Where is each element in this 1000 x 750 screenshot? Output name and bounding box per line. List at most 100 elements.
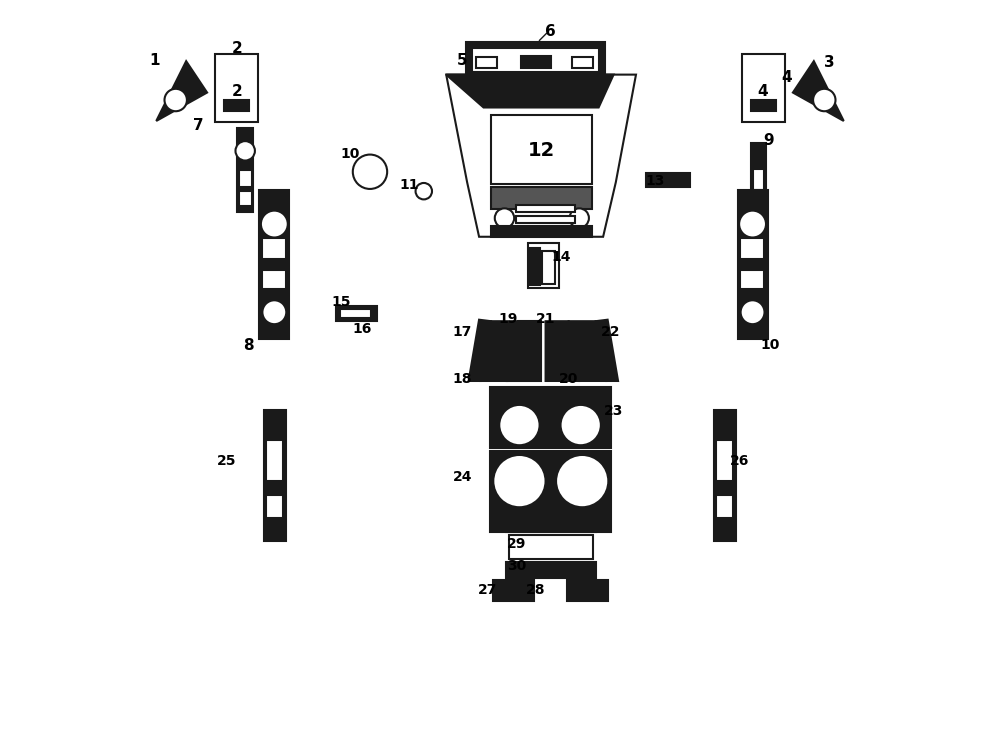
Bar [224, 100, 249, 111]
Polygon shape [569, 321, 606, 381]
Circle shape [262, 300, 286, 324]
Text: 26: 26 [729, 454, 749, 468]
Text: 4: 4 [758, 83, 768, 98]
Bar [530, 248, 540, 285]
Text: 17: 17 [452, 325, 472, 339]
Bar [751, 143, 766, 212]
Circle shape [235, 141, 255, 160]
Text: 15: 15 [332, 295, 351, 309]
Bar [521, 56, 551, 68]
Text: 28: 28 [526, 584, 546, 597]
Polygon shape [546, 321, 579, 381]
Text: 29: 29 [507, 537, 526, 550]
Bar [237, 128, 253, 212]
Bar [239, 170, 252, 187]
Polygon shape [793, 62, 844, 121]
Text: 20: 20 [559, 373, 578, 386]
Bar [567, 580, 608, 601]
Bar [506, 511, 596, 532]
Text: 1: 1 [150, 53, 160, 68]
Circle shape [353, 154, 387, 189]
Bar [215, 54, 258, 122]
Text: 13: 13 [646, 174, 665, 188]
Text: 27: 27 [478, 584, 497, 597]
Bar [262, 271, 286, 289]
Bar [509, 535, 593, 559]
Text: 10: 10 [341, 147, 360, 160]
Bar [716, 494, 733, 518]
Text: 4: 4 [782, 70, 792, 85]
Text: 22: 22 [601, 325, 620, 339]
Bar [740, 238, 764, 260]
Text: 7: 7 [193, 118, 203, 133]
Bar [264, 410, 286, 541]
Bar [239, 191, 252, 206]
Bar [646, 173, 690, 187]
Bar [716, 440, 733, 481]
Circle shape [499, 405, 540, 445]
Bar [466, 43, 605, 76]
Text: 23: 23 [604, 404, 623, 418]
Bar [490, 452, 611, 532]
Bar [491, 187, 592, 209]
Text: 21: 21 [536, 312, 555, 326]
Bar [751, 100, 776, 111]
Circle shape [495, 209, 514, 228]
Text: 8: 8 [243, 338, 253, 352]
Bar [491, 115, 592, 184]
Bar [476, 58, 497, 68]
Circle shape [164, 88, 187, 111]
Bar [742, 54, 785, 122]
Bar [266, 494, 283, 518]
Circle shape [556, 455, 608, 507]
Circle shape [493, 455, 546, 507]
Text: 16: 16 [353, 322, 372, 336]
Text: 19: 19 [499, 312, 518, 326]
Polygon shape [507, 321, 541, 381]
Text: 2: 2 [232, 41, 242, 56]
Circle shape [416, 183, 432, 200]
Bar [516, 216, 575, 223]
Circle shape [261, 211, 288, 238]
Bar [336, 306, 377, 321]
Circle shape [739, 211, 766, 238]
Text: 24: 24 [453, 470, 472, 484]
Bar [472, 48, 599, 73]
Text: 25: 25 [217, 454, 236, 468]
Text: 6: 6 [545, 24, 556, 39]
Bar [516, 205, 575, 212]
Bar [753, 169, 764, 190]
Bar [266, 440, 283, 481]
Polygon shape [469, 320, 491, 381]
Text: 3: 3 [824, 56, 835, 70]
Text: 12: 12 [527, 141, 555, 160]
Bar [506, 562, 596, 578]
Circle shape [561, 405, 601, 445]
Polygon shape [156, 62, 207, 121]
Text: 30: 30 [507, 560, 526, 573]
Bar [738, 190, 768, 339]
Polygon shape [481, 321, 518, 381]
Polygon shape [446, 74, 636, 237]
Bar [542, 251, 555, 284]
Text: 10: 10 [761, 338, 780, 352]
Circle shape [813, 88, 836, 111]
Bar [572, 58, 593, 68]
Bar [740, 271, 764, 289]
Bar [490, 387, 611, 448]
Bar [493, 580, 534, 601]
Text: 9: 9 [764, 133, 774, 148]
Bar [262, 238, 286, 260]
Bar [340, 309, 371, 318]
Polygon shape [446, 74, 614, 107]
Circle shape [569, 209, 589, 228]
Bar [714, 410, 736, 541]
Text: 18: 18 [453, 373, 472, 386]
Bar [491, 226, 592, 237]
Text: 11: 11 [399, 178, 419, 192]
Bar [259, 190, 289, 339]
Polygon shape [596, 320, 618, 381]
Bar [753, 196, 764, 209]
Circle shape [741, 300, 765, 324]
Text: 2: 2 [232, 83, 242, 98]
